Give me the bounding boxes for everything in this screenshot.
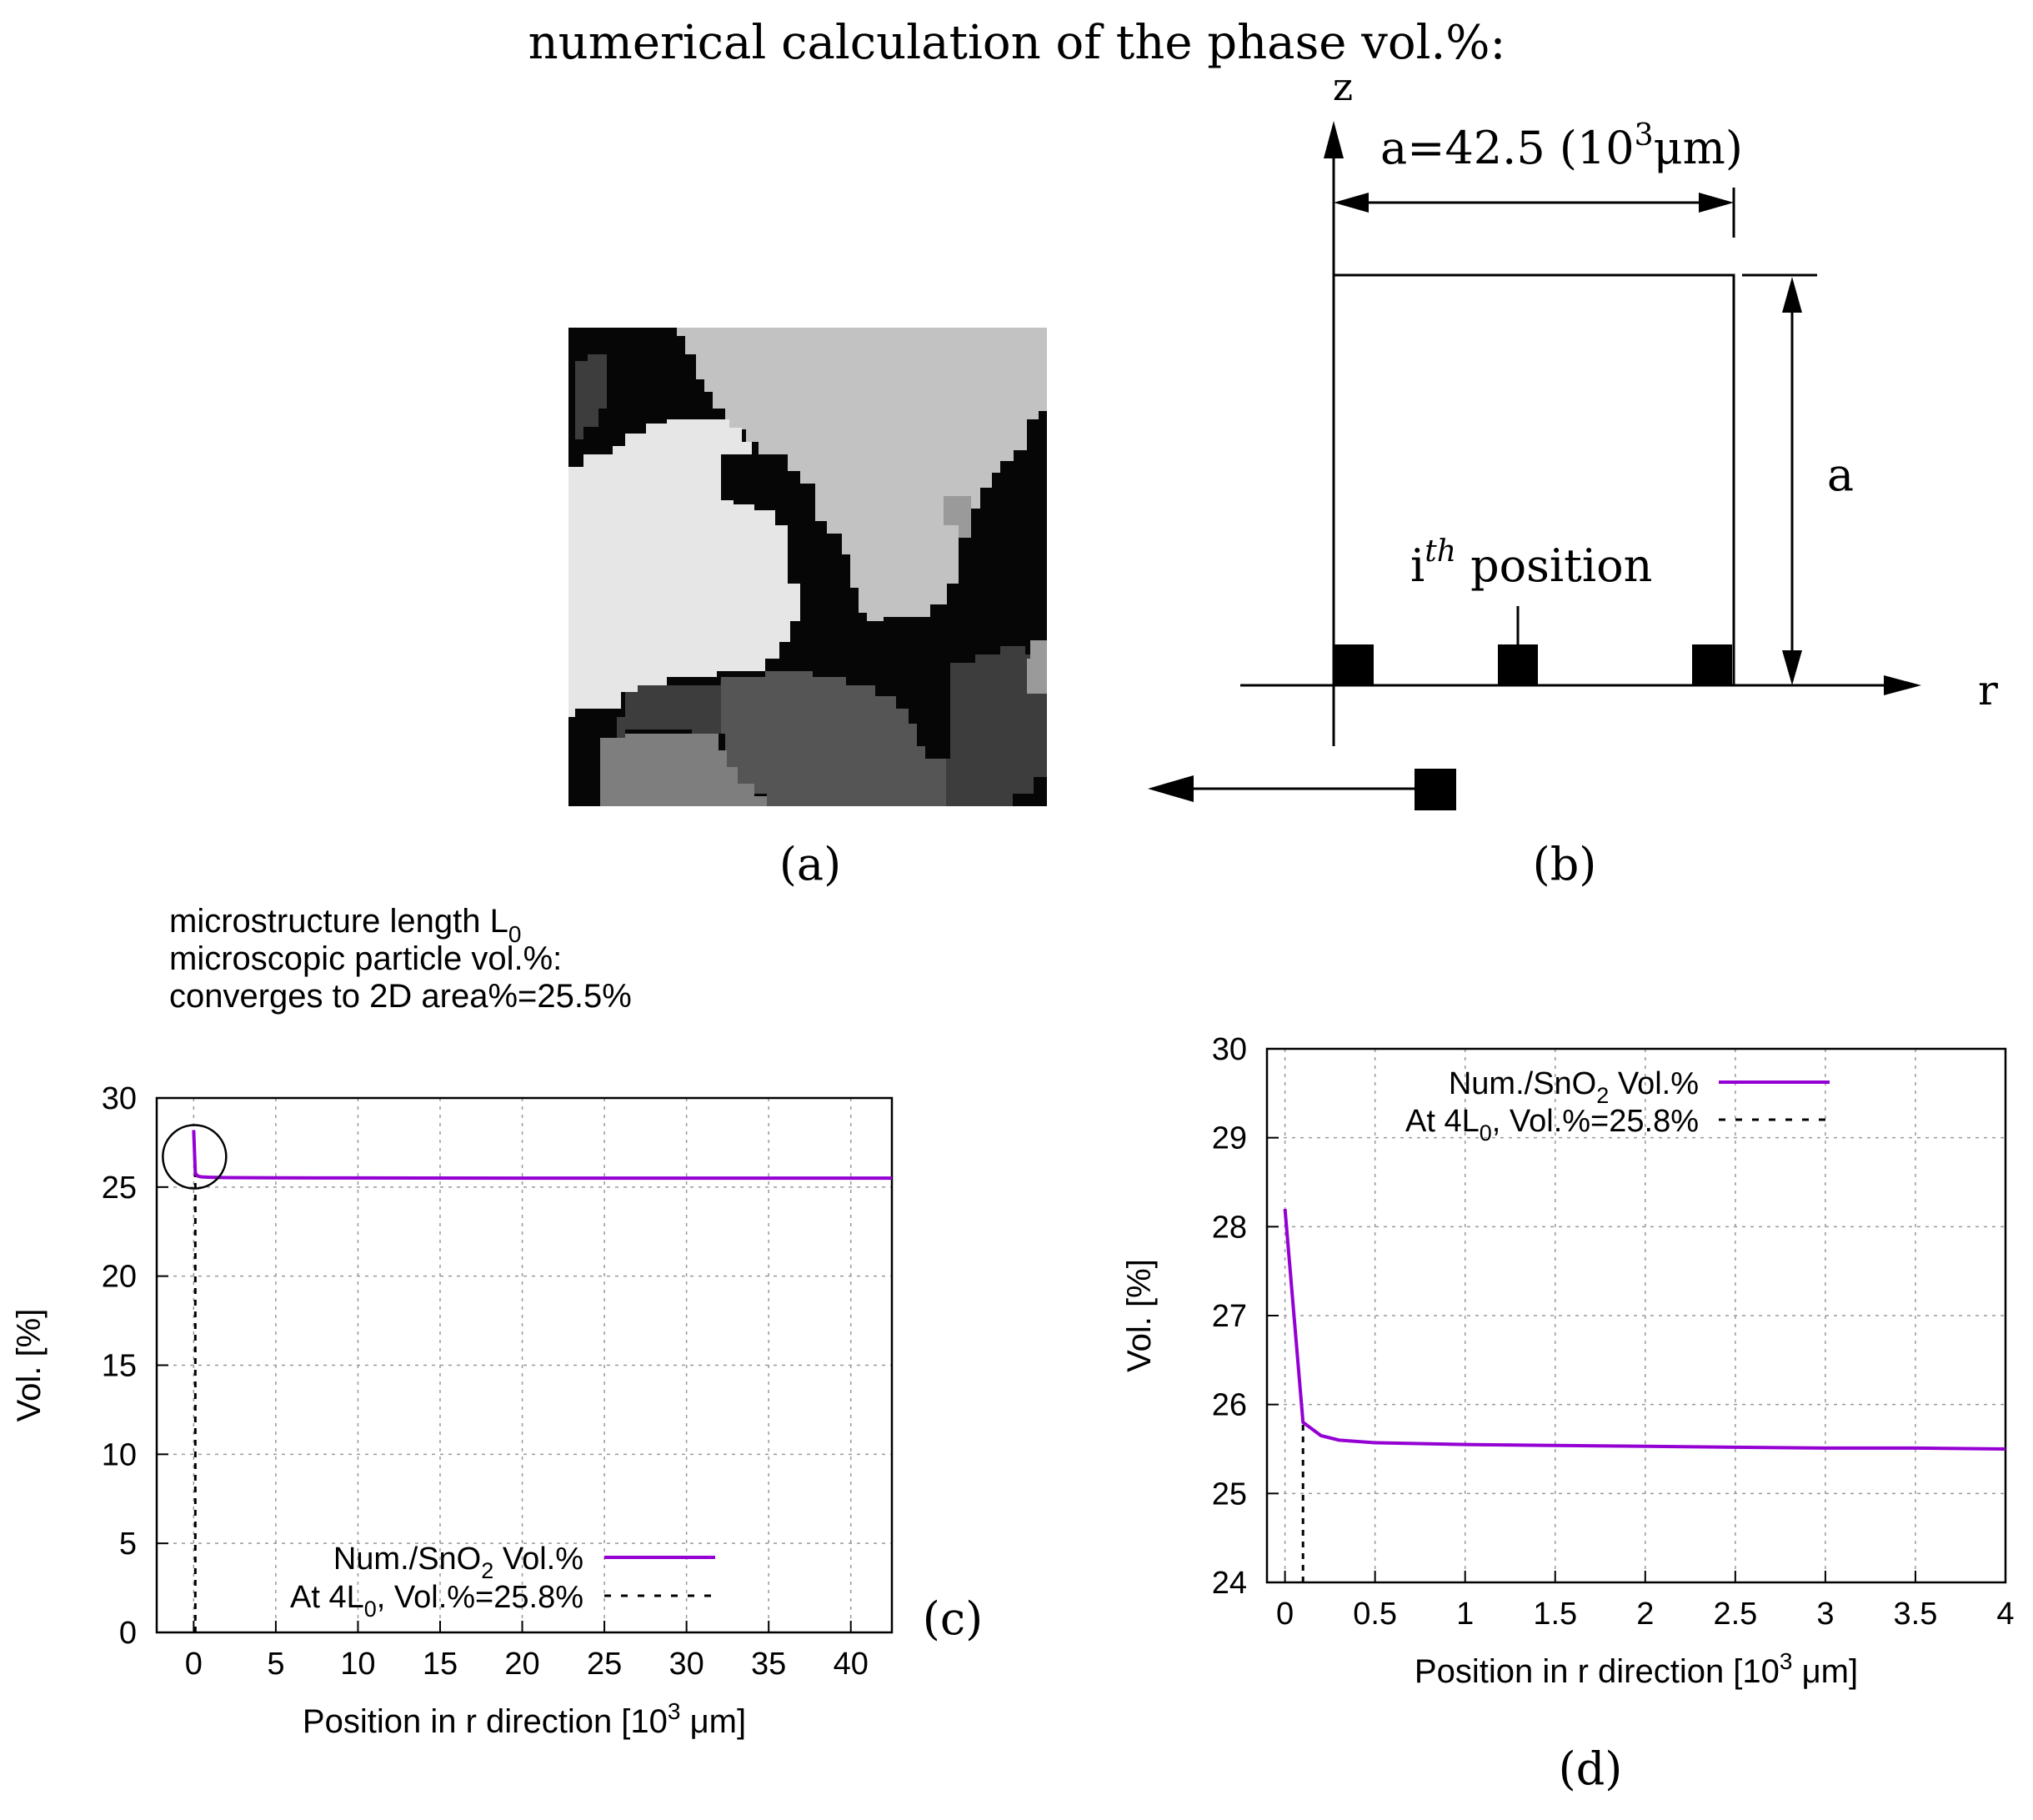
- panel-c-label: (c): [923, 1592, 983, 1645]
- y-tick-label: 0: [119, 1616, 137, 1651]
- x-tick-label: 35: [751, 1647, 786, 1682]
- note-line-2: microscopic particle vol.%:: [169, 940, 562, 977]
- grain-dark-bottom-right: [946, 646, 1047, 806]
- z-axis-label: z: [1333, 64, 1353, 109]
- height-arrow-top: [1782, 277, 1802, 313]
- plot-frame: [155, 1096, 894, 1634]
- x-tick-label: 15: [423, 1647, 458, 1682]
- y-tick-label: 29: [1212, 1121, 1247, 1156]
- x-tick-label: 4: [1996, 1597, 2014, 1632]
- x-tick-label: 0: [1276, 1597, 1294, 1632]
- height-label: a: [1827, 449, 1854, 501]
- y-tick-label: 24: [1212, 1566, 1247, 1601]
- y-tick-label: 27: [1212, 1299, 1247, 1334]
- y-tick-label: 30: [1212, 1032, 1247, 1067]
- grain-white-left: [568, 419, 800, 717]
- y-tick-label: 10: [102, 1437, 137, 1472]
- y-axis-label: Vol. [%]: [1121, 1259, 1158, 1372]
- x-tick-label: 20: [504, 1647, 539, 1682]
- note-line-1: microstructure length L0: [169, 903, 521, 947]
- figure-title: numerical calculation of the phase vol.%…: [528, 16, 1506, 70]
- r-axis-arrowhead: [1884, 675, 1921, 695]
- x-axis-label: Position in r direction [103 μm]: [303, 1698, 746, 1740]
- moving-square: [1415, 769, 1456, 810]
- grain-light-small: [944, 496, 971, 538]
- y-tick-label: 25: [102, 1171, 137, 1206]
- x-tick-label: 30: [668, 1647, 704, 1682]
- z-axis-arrowhead: [1324, 121, 1344, 158]
- sample-square-1: [1334, 644, 1374, 684]
- grain-light-top: [677, 328, 1047, 621]
- grain-gray-bottom-left: [600, 730, 767, 806]
- panel-b-schematic: [1148, 121, 1921, 810]
- grain-darkgray-bottom-left: [617, 685, 721, 738]
- width-arrow-left: [1334, 193, 1369, 213]
- move-arrowhead: [1148, 775, 1194, 802]
- grain-light-right: [1027, 640, 1047, 694]
- x-tick-label: 3.5: [1894, 1597, 1938, 1632]
- legend-label-series: Num./SnO2 Vol.%: [1449, 1066, 1699, 1108]
- x-tick-label: 1.5: [1533, 1597, 1577, 1632]
- y-tick-label: 15: [102, 1349, 137, 1384]
- x-tick-label: 1: [1456, 1597, 1474, 1632]
- y-tick-label: 30: [102, 1081, 137, 1116]
- y-tick-label: 26: [1212, 1388, 1247, 1423]
- width-arrow-right: [1699, 193, 1734, 213]
- x-tick-label: 25: [587, 1647, 622, 1682]
- note-line-3: converges to 2D area%=25.5%: [169, 978, 632, 1015]
- panel-a-microstructure: [568, 328, 1047, 806]
- sample-square-2: [1498, 644, 1538, 684]
- x-tick-label: 40: [834, 1647, 869, 1682]
- x-tick-label: 2: [1636, 1597, 1654, 1632]
- series-line-num-sno2: [1283, 1208, 2006, 1451]
- x-tick-label: 2.5: [1713, 1597, 1757, 1632]
- legend-label-series: Num./SnO2 Vol.%: [333, 1542, 583, 1583]
- y-tick-label: 5: [119, 1527, 137, 1562]
- legend-label-reference: At 4L0, Vol.%=25.8%: [1405, 1104, 1699, 1146]
- domain-box: [1334, 273, 1735, 685]
- height-arrow-bottom: [1782, 650, 1802, 685]
- y-tick-label: 28: [1212, 1210, 1247, 1245]
- series-line-num-sno2: [192, 1130, 892, 1181]
- panel-d-label: (d): [1559, 1742, 1623, 1795]
- sample-square-3: [1692, 644, 1732, 684]
- x-tick-label: 0.5: [1353, 1597, 1397, 1632]
- legend-label-reference: At 4L0, Vol.%=25.8%: [290, 1580, 583, 1622]
- chart-d: 0 0.5 1 1.5 2 2.5 3 3.5 4 24 25 26 27 28 29 30 Num./SnO2…: [1121, 1032, 2015, 1690]
- x-tick-label: 10: [340, 1647, 375, 1682]
- annotation-circle: [162, 1124, 228, 1190]
- width-label: a=42.5 (103μm): [1380, 118, 1743, 174]
- x-tick-label: 5: [267, 1647, 284, 1682]
- r-axis-label: r: [1978, 666, 1998, 714]
- panel-a-label: (a): [779, 838, 841, 890]
- grain-dark-left-strip: [575, 354, 607, 439]
- y-tick-label: 25: [1212, 1477, 1247, 1512]
- chart-c: 0 5 10 15 20 25 30 35 40 0 5 10 15 20 25 30 Num./SnO2 Vo…: [11, 1081, 894, 1740]
- y-tick-label: 20: [102, 1260, 137, 1295]
- ith-position-label: ith position: [1410, 534, 1652, 592]
- grain-medium-bottom: [719, 671, 946, 806]
- panel-b-label: (b): [1533, 838, 1597, 890]
- x-tick-label: 0: [185, 1647, 203, 1682]
- y-axis-label: Vol. [%]: [11, 1309, 48, 1422]
- notes-block: microstructure length L0 microscopic par…: [169, 903, 632, 1015]
- plot-frame: [1265, 1047, 2007, 1584]
- x-tick-label: 3: [1816, 1597, 1834, 1632]
- x-axis-label: Position in r direction [103 μm]: [1415, 1648, 1858, 1690]
